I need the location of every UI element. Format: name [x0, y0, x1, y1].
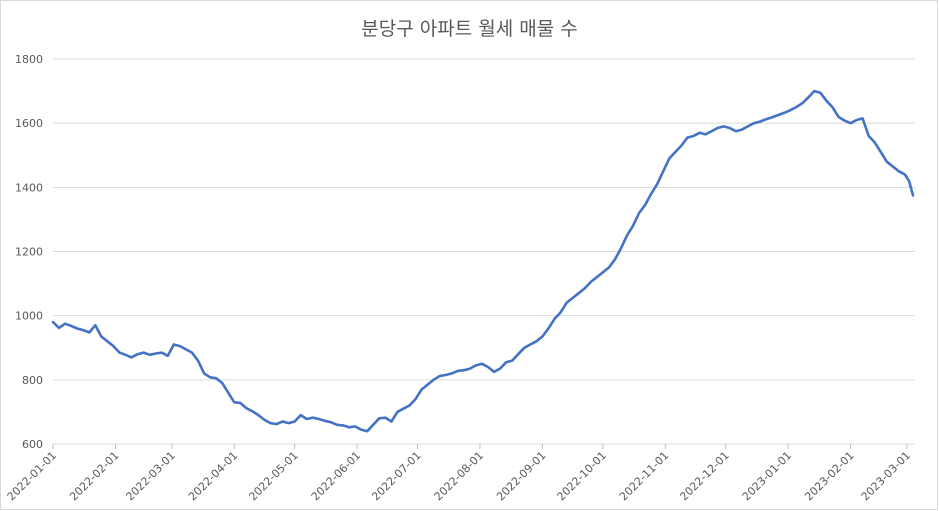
x-tick-label: 2022-10-01	[555, 449, 609, 503]
y-tick-label: 1200	[15, 246, 43, 259]
y-tick-label: 1000	[15, 310, 43, 323]
x-tick-label: 2022-01-01	[5, 449, 59, 503]
y-tick-label: 1400	[15, 181, 43, 194]
series-group	[51, 89, 915, 433]
x-tick-label: 2022-04-01	[186, 449, 240, 503]
y-tick-label: 1600	[15, 117, 43, 130]
x-tick-label: 2022-03-01	[124, 449, 178, 503]
x-tick-label: 2022-05-01	[246, 449, 300, 503]
x-tick-label: 2023-01-01	[740, 449, 794, 503]
y-tick-label: 1800	[15, 53, 43, 66]
x-tick-label: 2022-08-01	[432, 449, 486, 503]
x-tick-label: 2022-09-01	[494, 449, 548, 503]
y-axis-labels: 600 800 1000 1200 1400 1600 1800	[15, 53, 43, 451]
y-tick-label: 800	[22, 374, 43, 387]
x-tick-label: 2023-03-01	[859, 449, 913, 503]
y-tick-label: 600	[22, 438, 43, 451]
x-axis-ticks	[52, 444, 908, 449]
series-line-0	[51, 89, 915, 433]
x-tick-label: 2022-11-01	[617, 449, 671, 503]
x-tick-label: 2022-07-01	[369, 449, 423, 503]
x-axis-labels: 2022-01-01 2022-02-01 2022-03-01 2022-04-01…	[5, 449, 913, 503]
gridlines	[53, 58, 915, 445]
x-tick-label: 2022-02-01	[67, 449, 121, 503]
x-tick-label: 2022-06-01	[309, 449, 363, 503]
x-tick-label: 2023-02-01	[802, 449, 856, 503]
x-tick-label: 2022-12-01	[677, 449, 731, 503]
chart-title: 분당구 아파트 월세 매물 수	[361, 18, 578, 40]
